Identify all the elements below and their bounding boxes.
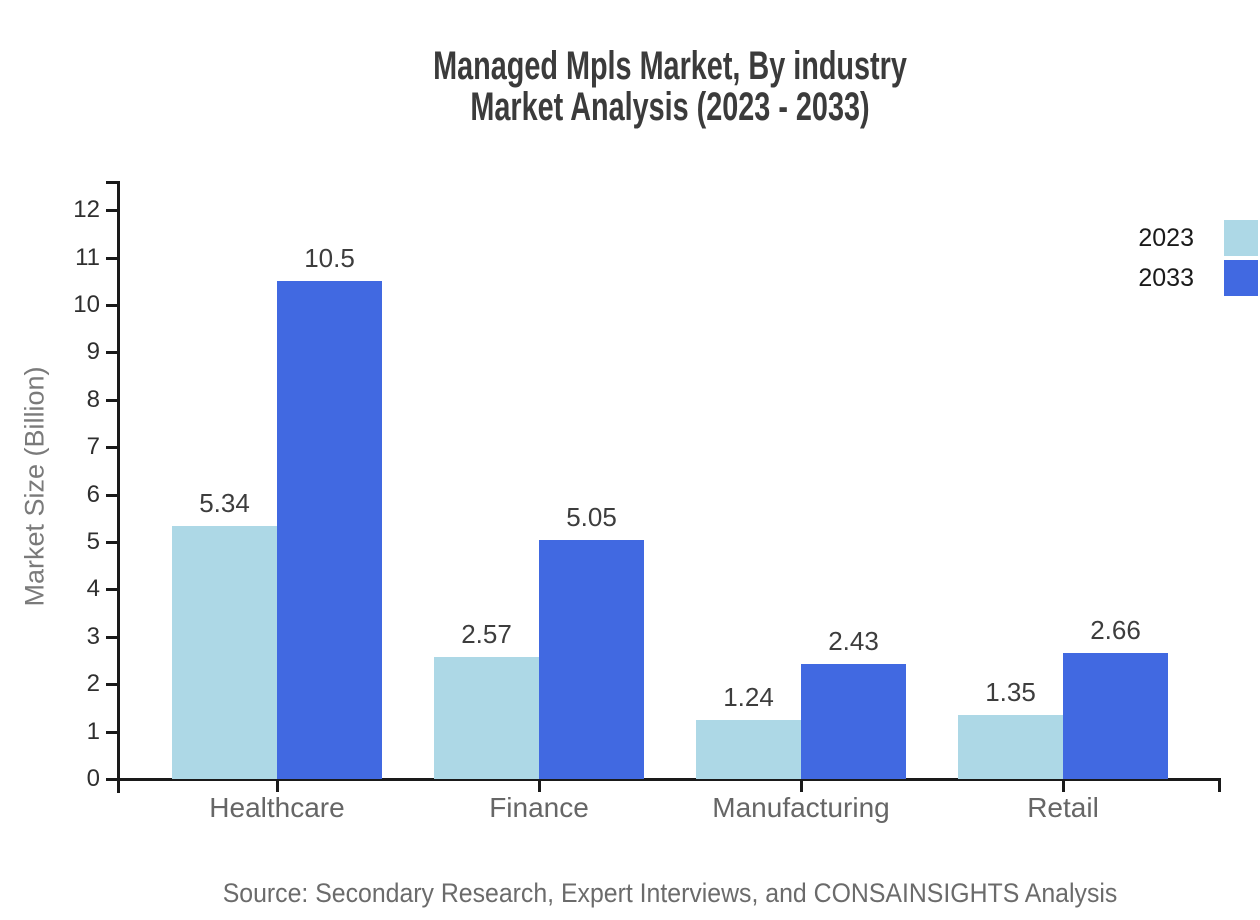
bar-value-label: 10.5 xyxy=(304,243,355,274)
bar-2023-healthcare xyxy=(172,525,277,779)
bar-2033-retail xyxy=(1063,652,1168,779)
y-tick xyxy=(106,446,118,450)
y-tick xyxy=(106,588,118,592)
x-axis-end-cap xyxy=(1218,778,1221,792)
y-axis-line xyxy=(117,181,120,793)
x-axis-line xyxy=(106,778,1221,781)
y-tick-label: 1 xyxy=(86,717,100,745)
y-tick-label: 12 xyxy=(73,196,100,224)
y-tick-label: 7 xyxy=(86,433,100,461)
y-tick-label: 10 xyxy=(73,291,100,318)
x-tick-label: Finance xyxy=(489,792,589,823)
y-tick xyxy=(106,351,118,355)
y-tick xyxy=(106,493,118,497)
y-tick-label: 8 xyxy=(86,385,100,413)
y-tick xyxy=(106,304,118,307)
legend-item: 2023 xyxy=(1138,220,1258,256)
y-tick xyxy=(106,256,118,260)
y-tick-label: 9 xyxy=(86,338,100,366)
y-tick xyxy=(106,778,118,781)
bar-2023-finance xyxy=(434,657,539,779)
y-tick xyxy=(106,398,118,402)
bar-value-label: 2.43 xyxy=(828,625,879,656)
legend-label: 2033 xyxy=(1138,264,1194,292)
bar-value-label: 5.05 xyxy=(566,501,617,532)
y-tick-label: 3 xyxy=(86,622,100,650)
bar-2023-retail xyxy=(958,715,1063,779)
x-tick xyxy=(538,779,541,792)
y-tick xyxy=(106,683,118,687)
bar-2033-finance xyxy=(539,539,644,779)
chart-title-line1: Managed Mpls Market, By industry xyxy=(433,44,907,88)
legend-label: 2023 xyxy=(1138,224,1194,252)
y-tick-label: 6 xyxy=(86,480,100,508)
y-tick-label: 4 xyxy=(86,575,100,603)
x-tick-label: Healthcare xyxy=(209,792,345,823)
y-tick-label: 5 xyxy=(86,528,100,555)
y-tick-label: 0 xyxy=(86,765,100,792)
y-tick xyxy=(106,635,118,639)
y-axis-end-cap xyxy=(106,181,118,184)
bar-value-label: 1.35 xyxy=(985,677,1036,708)
bar-value-label: 2.57 xyxy=(461,619,512,650)
y-tick xyxy=(106,730,118,734)
y-tick xyxy=(106,209,118,213)
source-note: Source: Secondary Research, Expert Inter… xyxy=(222,878,1118,908)
legend-swatch xyxy=(1224,260,1258,296)
y-tick-label: 11 xyxy=(75,243,100,271)
legend-swatch xyxy=(1224,220,1258,256)
bar-2033-manufacturing xyxy=(801,663,906,779)
bar-value-label: 2.66 xyxy=(1090,614,1141,645)
y-tick xyxy=(106,541,118,544)
y-tick-label: 2 xyxy=(86,670,100,698)
x-tick xyxy=(1062,779,1065,792)
x-tick-label: Retail xyxy=(1027,792,1099,823)
bar-2033-healthcare xyxy=(277,281,382,779)
x-tick xyxy=(276,779,279,792)
bar-2023-manufacturing xyxy=(696,720,801,779)
legend: 2023 2033 xyxy=(1138,220,1258,296)
bar-value-label: 5.34 xyxy=(199,487,250,518)
chart-title: Managed Mpls Market, By industry Market … xyxy=(433,46,907,128)
x-tick-label: Manufacturing xyxy=(712,792,890,823)
chart-title-line2: Market Analysis (2023 - 2033) xyxy=(470,85,870,129)
x-tick xyxy=(800,779,803,792)
bar-value-label: 1.24 xyxy=(723,682,774,713)
legend-item: 2033 xyxy=(1138,260,1258,296)
